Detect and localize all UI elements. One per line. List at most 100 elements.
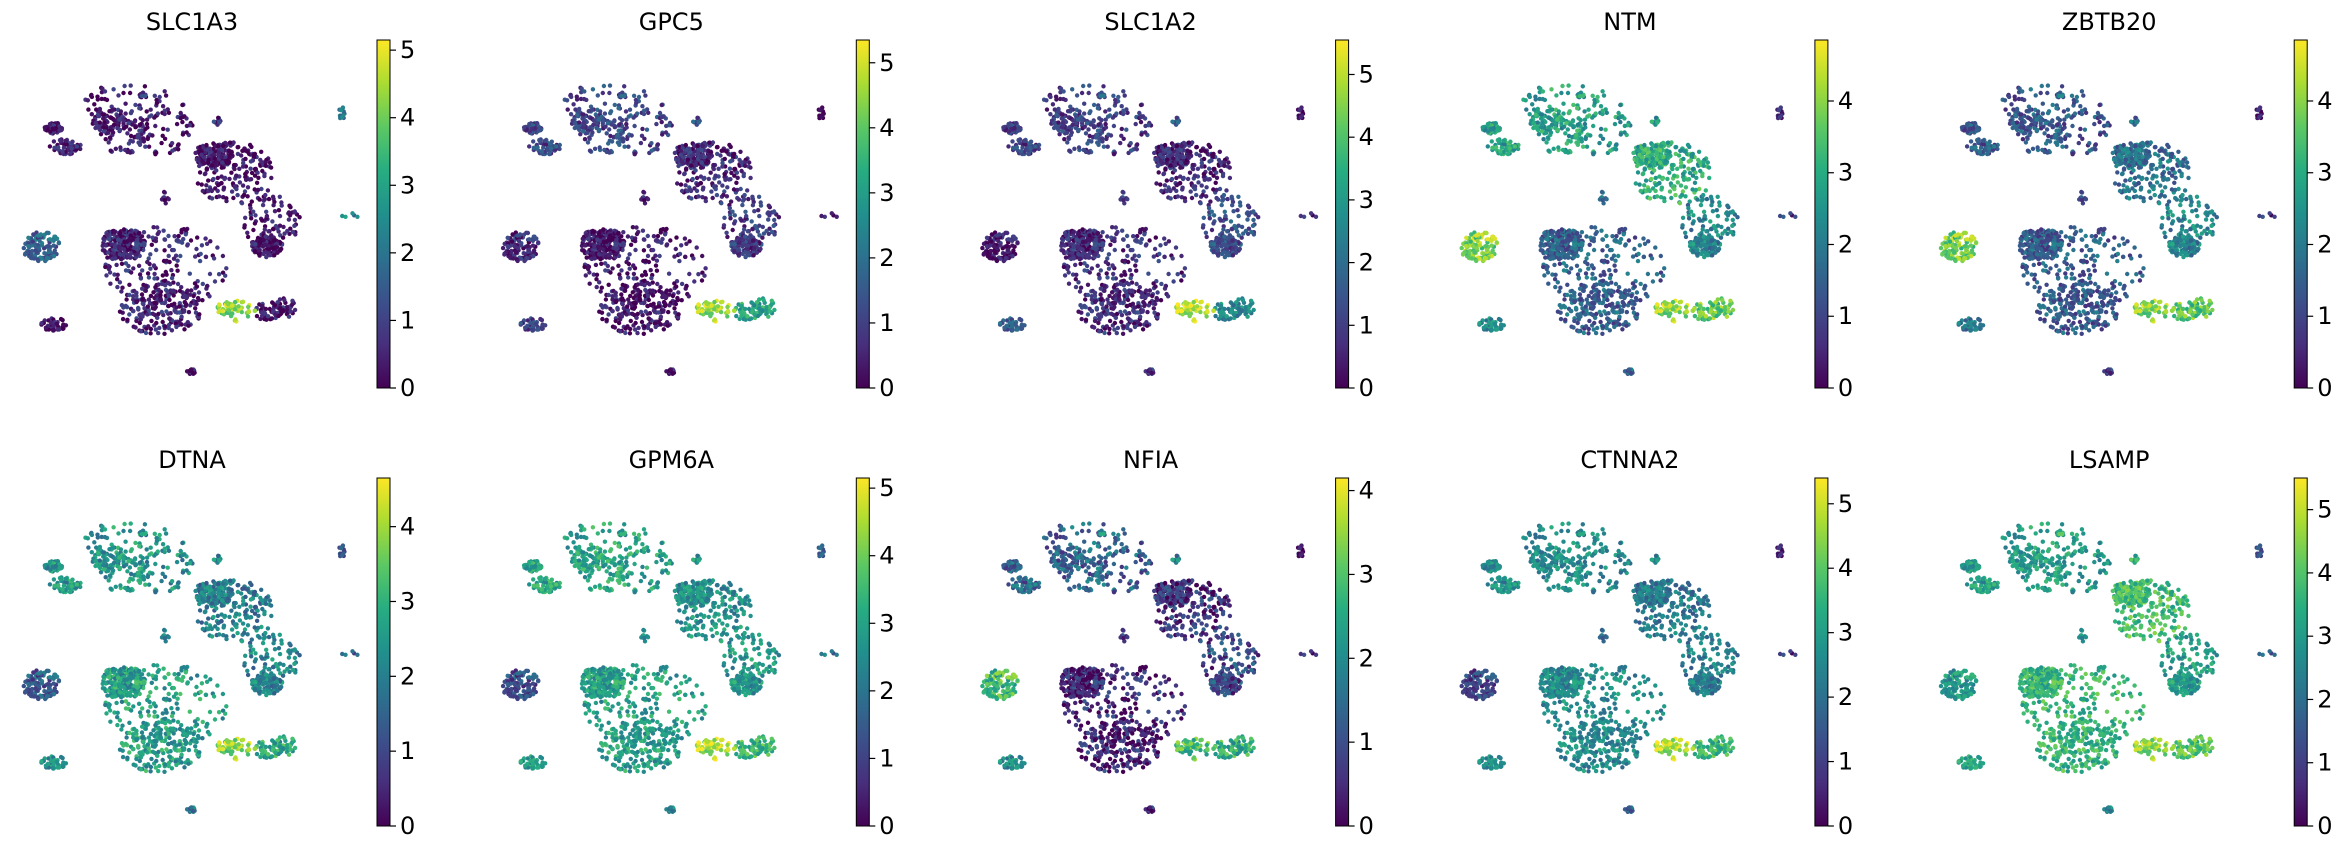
- cell-point: [1111, 123, 1117, 129]
- cell-point: [1174, 188, 1179, 194]
- cell-point: [239, 153, 244, 158]
- cell-point: [658, 285, 663, 290]
- cell-point: [1221, 192, 1227, 198]
- cell-point: [1223, 213, 1228, 219]
- cell-point: [55, 121, 60, 126]
- cell-point: [1052, 107, 1058, 112]
- cell-point: [271, 238, 276, 243]
- cell-point: [585, 130, 590, 135]
- cell-point: [700, 143, 705, 149]
- cell-point: [1206, 142, 1211, 148]
- cell-point: [659, 102, 664, 108]
- cell-point: [1089, 266, 1095, 271]
- cell-point: [1010, 139, 1015, 144]
- cell-point: [164, 272, 169, 277]
- cell-point: [1250, 223, 1256, 228]
- cell-point: [134, 243, 139, 248]
- cell-point: [1188, 189, 1193, 194]
- cell-point: [166, 110, 172, 116]
- cell-point: [260, 218, 265, 223]
- cell-point: [252, 166, 258, 172]
- cell-point: [591, 230, 597, 235]
- cell-point: [645, 253, 651, 259]
- cell-point: [252, 151, 258, 157]
- cell-point: [277, 213, 283, 219]
- cell-point: [596, 117, 601, 122]
- cell-point: [655, 142, 661, 147]
- cell-point: [651, 256, 656, 261]
- cell-point: [1062, 137, 1067, 142]
- cell-point: [153, 152, 158, 157]
- cell-point: [1114, 111, 1119, 116]
- cell-point: [1227, 165, 1232, 170]
- cell-point: [178, 253, 183, 259]
- cell-point: [264, 209, 269, 214]
- cell-point: [645, 233, 650, 239]
- cell-point: [1014, 145, 1020, 150]
- cell-point: [264, 213, 270, 219]
- cell-point: [204, 142, 209, 148]
- cell-point: [1180, 185, 1185, 190]
- cell-point: [277, 194, 282, 199]
- cell-point: [750, 203, 756, 208]
- cell-point: [1182, 198, 1188, 204]
- cell-point: [657, 110, 663, 116]
- cell-point: [101, 112, 107, 117]
- cell-point: [154, 320, 159, 326]
- cell-point: [1092, 290, 1098, 295]
- cell-point: [231, 162, 237, 168]
- cell-point: [123, 261, 129, 266]
- cell-point: [1189, 195, 1195, 201]
- cell-point: [1070, 122, 1075, 128]
- panel-title: SLC1A2: [1104, 8, 1196, 36]
- cell-point: [236, 144, 241, 150]
- cell-point: [237, 166, 242, 171]
- cell-point: [243, 215, 248, 220]
- cell-point: [130, 139, 135, 144]
- cell-point: [612, 325, 618, 330]
- cell-point: [277, 297, 283, 302]
- cell-point: [1230, 238, 1235, 243]
- cell-point: [740, 202, 745, 208]
- cell-point: [235, 151, 241, 157]
- cell-point: [1091, 119, 1096, 124]
- panel-title: SLC1A3: [146, 8, 238, 36]
- cell-point: [129, 270, 134, 275]
- cell-point: [89, 112, 95, 117]
- cell-point: [170, 148, 175, 153]
- cell-point: [694, 188, 700, 194]
- cell-point: [694, 175, 700, 181]
- colorbar-tick-label: 1: [400, 306, 415, 334]
- cell-point: [681, 161, 686, 166]
- cell-point: [530, 328, 536, 333]
- cell-point: [581, 96, 587, 102]
- cell-point: [138, 140, 143, 145]
- cell-point: [185, 320, 190, 325]
- cell-point: [604, 317, 609, 322]
- cell-point: [616, 320, 622, 326]
- cell-point: [633, 238, 638, 244]
- cell-point: [177, 310, 182, 315]
- cell-point: [672, 306, 677, 311]
- cell-point: [133, 125, 138, 130]
- cell-point: [150, 311, 156, 316]
- cell-point: [268, 165, 274, 170]
- cell-point: [1094, 132, 1100, 138]
- cell-point: [149, 318, 154, 324]
- cell-point: [1207, 159, 1212, 164]
- cell-point: [627, 266, 632, 271]
- cell-point: [751, 253, 756, 258]
- cell-point: [216, 143, 221, 149]
- cell-point: [1109, 311, 1114, 316]
- cell-point: [693, 168, 698, 173]
- cell-point: [167, 297, 172, 303]
- cell-point: [599, 285, 604, 290]
- cell-point: [220, 143, 226, 149]
- cell-point: [1069, 130, 1074, 135]
- cell-point: [554, 144, 559, 149]
- cell-point: [1006, 144, 1011, 149]
- cell-point: [626, 144, 631, 149]
- cell-point: [1164, 178, 1170, 183]
- cell-point: [219, 155, 224, 160]
- cell-point: [1196, 180, 1201, 185]
